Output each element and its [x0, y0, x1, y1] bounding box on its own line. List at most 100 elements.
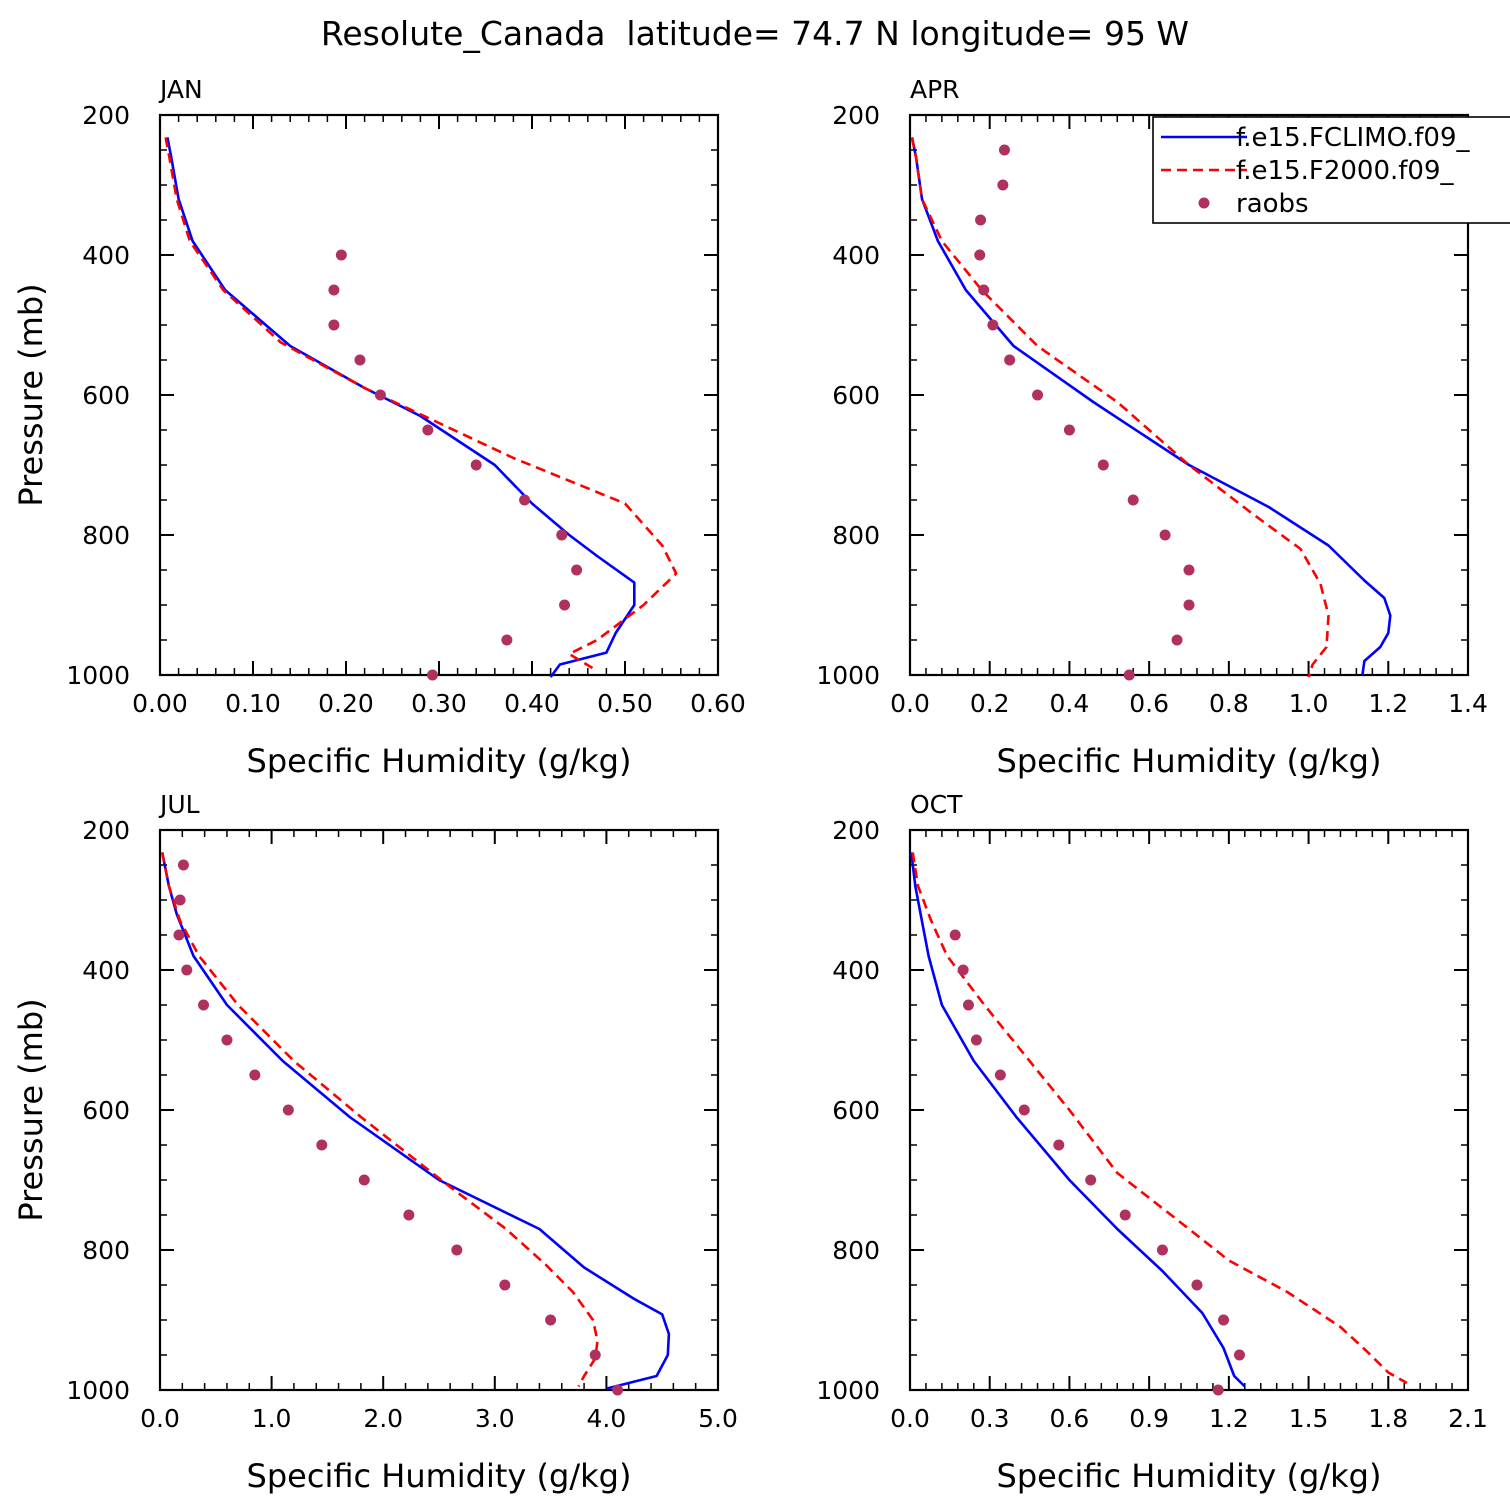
raobs-point	[499, 1279, 511, 1291]
series-line-fclimo	[910, 137, 1392, 676]
series-line-fclimo	[160, 852, 671, 1390]
series-line-f2000	[911, 852, 1408, 1385]
raobs-point	[519, 494, 531, 506]
x-tick-label: 1.2	[1209, 1404, 1249, 1433]
raobs-point	[994, 1069, 1006, 1081]
y-tick-label: 1000	[66, 1376, 130, 1405]
raobs-point	[1183, 599, 1195, 611]
plot-frame	[908, 828, 1470, 1392]
x-tick-label: 1.0	[252, 1404, 292, 1433]
x-tick-label: 0.60	[690, 689, 746, 718]
legend-label: raobs	[1236, 189, 1309, 219]
raobs-point	[1156, 1244, 1168, 1256]
raobs-point	[1218, 1314, 1230, 1326]
y-tick-label: 200	[832, 816, 880, 845]
raobs-point	[1018, 1104, 1030, 1116]
x-tick-label: 0.10	[225, 689, 281, 718]
raobs-point	[1032, 389, 1044, 401]
raobs-point	[173, 929, 185, 941]
y-tick-label: 1000	[816, 1376, 880, 1405]
y-tick-label: 600	[832, 1096, 880, 1125]
y-tick-label: 1000	[816, 661, 880, 690]
raobs-point	[1053, 1139, 1065, 1151]
raobs-point	[403, 1209, 415, 1221]
raobs-point	[221, 1034, 233, 1046]
legend-marker-dot	[1198, 197, 1210, 209]
x-tick-label: 0.6	[1050, 1404, 1090, 1433]
raobs-point	[1191, 1279, 1203, 1291]
x-tick-label: 0.30	[411, 689, 467, 718]
x-tick-label: 0.4	[1050, 689, 1090, 718]
panel-label: JAN	[158, 75, 203, 104]
y-tick-label: 800	[832, 521, 880, 550]
panel-jul: 0.0 1.0 2.0 3.0 4.0 5.0 200 400 600 800 1000 JUL Spe…	[12, 790, 738, 1495]
raobs-point	[335, 249, 347, 261]
legend-label: f.e15.FCLIMO.f09_	[1236, 123, 1470, 153]
x-tick-label: 0.50	[597, 689, 653, 718]
raobs-point	[949, 929, 961, 941]
raobs-point	[545, 1314, 557, 1326]
raobs-point	[987, 319, 999, 331]
raobs-point	[451, 1244, 463, 1256]
raobs-point	[470, 459, 482, 471]
raobs-point	[282, 1104, 294, 1116]
x-tick-label: 0.0	[890, 1404, 930, 1433]
x-tick-label: 4.0	[587, 1404, 627, 1433]
x-tick-label: 2.0	[363, 1404, 403, 1433]
y-tick-label: 800	[832, 1236, 880, 1265]
raobs-point	[957, 964, 969, 976]
x-tick-label: 0.20	[318, 689, 374, 718]
raobs-point	[978, 284, 990, 296]
y-tick-label: 400	[82, 956, 130, 985]
y-tick-label: 1000	[66, 661, 130, 690]
plot-frame	[158, 828, 720, 1392]
raobs-point	[374, 389, 386, 401]
x-tick-label: 0.6	[1129, 689, 1169, 718]
x-tick-label: 0.3	[970, 1404, 1010, 1433]
raobs-point	[316, 1139, 328, 1151]
x-axis-label: Specific Humidity (g/kg)	[997, 742, 1382, 780]
x-tick-label: 0.0	[140, 1404, 180, 1433]
raobs-point	[1004, 354, 1016, 366]
y-tick-label: 800	[82, 521, 130, 550]
raobs-point	[1063, 424, 1075, 436]
figure-title: Resolute_Canada latitude= 74.7 N longitu…	[321, 14, 1189, 53]
legend-label: f.e15.F2000.f09_	[1236, 156, 1454, 186]
x-tick-label: 0.40	[504, 689, 560, 718]
raobs-point	[1119, 1209, 1131, 1221]
x-tick-label: 0.2	[970, 689, 1010, 718]
x-axis-label: Specific Humidity (g/kg)	[997, 1457, 1382, 1495]
raobs-point	[1097, 459, 1109, 471]
raobs-point	[559, 599, 571, 611]
x-tick-label: 2.1	[1448, 1404, 1488, 1433]
raobs-point	[1127, 494, 1139, 506]
raobs-point	[1212, 1384, 1224, 1396]
series-line-f2000	[910, 137, 1330, 678]
raobs-point	[181, 964, 193, 976]
y-tick-label: 400	[832, 241, 880, 270]
panel-apr: 0.0 0.2 0.4 0.6 0.8 1.0 1.2 1.4 200 400 600 800 1000…	[816, 75, 1488, 780]
series-line-f2000	[164, 137, 678, 670]
x-tick-label: 0.0	[890, 689, 930, 718]
raobs-point	[571, 564, 583, 576]
raobs-point	[328, 319, 340, 331]
raobs-point	[501, 634, 513, 646]
panel-label: APR	[910, 75, 960, 104]
raobs-point	[997, 179, 1009, 191]
x-tick-label: 1.0	[1289, 689, 1329, 718]
raobs-point	[962, 999, 974, 1011]
raobs-point	[354, 354, 366, 366]
legend: f.e15.FCLIMO.f09_f.e15.F2000.f09_raobs	[1152, 116, 1510, 224]
y-axis-label: Pressure (mb)	[12, 998, 50, 1221]
raobs-point	[177, 859, 189, 871]
raobs-point	[358, 1174, 370, 1186]
x-tick-label: 0.00	[132, 689, 188, 718]
raobs-point	[1171, 634, 1183, 646]
raobs-point	[970, 1034, 982, 1046]
panels: 0.00 0.10 0.20 0.30 0.40 0.50 0.60 200 400 600 800…	[12, 75, 1488, 1495]
series-line-fclimo	[166, 137, 636, 678]
y-tick-label: 200	[82, 101, 130, 130]
x-tick-label: 1.4	[1448, 689, 1488, 718]
y-tick-label: 400	[82, 241, 130, 270]
